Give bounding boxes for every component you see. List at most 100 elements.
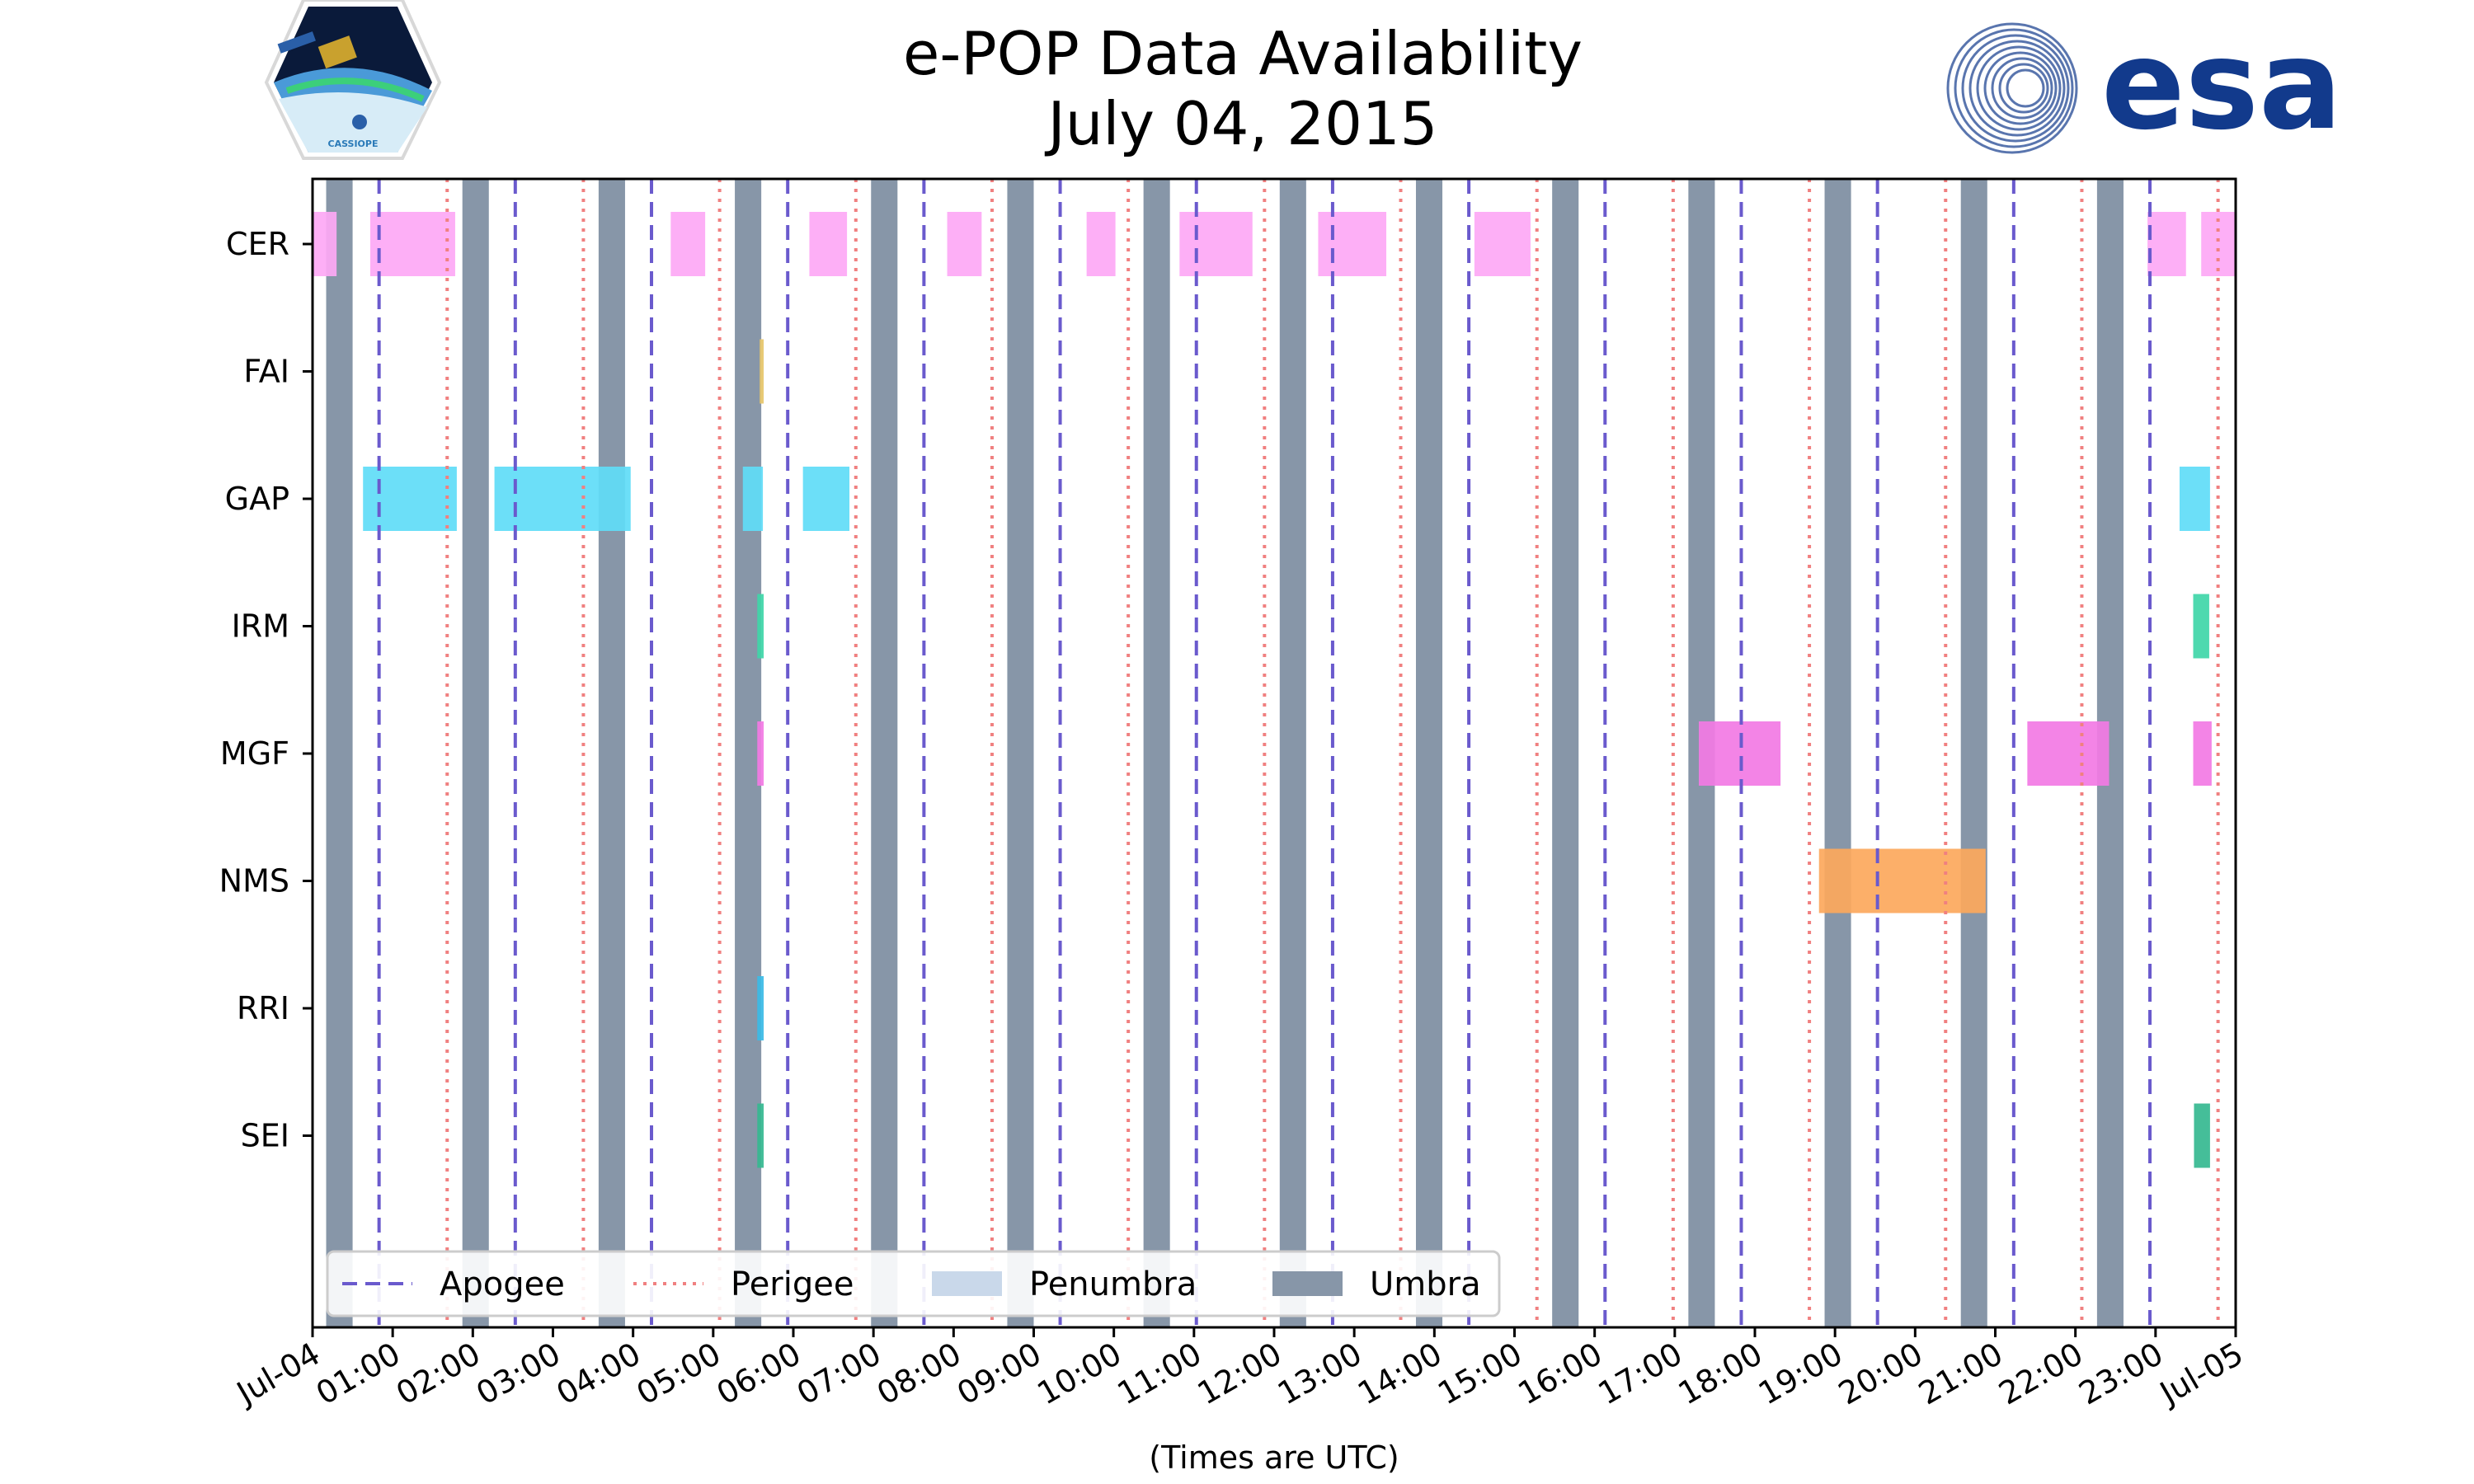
x-tick-label: 22:00 [1992,1336,2089,1412]
x-tick-label: 08:00 [871,1336,967,1412]
esa-swirl-ring [1968,40,2066,137]
esa-logo: esa [1946,14,2342,157]
availability-bar-mgf [1698,721,1781,786]
availability-bar-gap [742,467,764,531]
legend-swatch-umbra [1272,1271,1343,1296]
x-tick-label: 02:00 [390,1336,487,1412]
availability-bar-sei [2194,1103,2210,1168]
x-axis-ticks: Jul-0401:0002:0003:0004:0005:0006:0007:0… [229,1327,2250,1412]
esa-swirl-ring [1983,51,2058,125]
availability-bar-cer [1318,212,1387,276]
availability-bar-gap [363,467,457,531]
availability-bar-cer [947,212,982,276]
availability-bar-irm [757,594,764,659]
availability-bar-mgf [2027,721,2109,786]
esa-swirl-icon [1946,22,2078,154]
x-tick-label: 14:00 [1352,1336,1448,1412]
x-tick-label: 11:00 [1111,1336,1207,1412]
cassiope-logo-text: CASSIOPE [328,139,379,149]
x-tick-label: 03:00 [470,1336,567,1412]
availability-bar-cer [2201,212,2236,276]
cassiope-logo: CASSIOPE [264,0,442,160]
umbra-band [598,179,625,1327]
x-tick-label: Jul-04 [229,1336,326,1412]
umbra-band [1960,179,1987,1327]
x-tick-label: 15:00 [1432,1336,1528,1412]
x-tick-label: 18:00 [1672,1336,1769,1412]
availability-bar-gap [2179,467,2210,531]
plot-area: CER FAI GAP IRM MGF NMS RRI SEI Jul-0401:0002:0… [219,177,2250,1476]
x-tick-label: 01:00 [310,1336,407,1412]
y-tick-label-cer: CER [226,226,289,262]
availability-bar-mgf [2193,721,2212,786]
y-axis-ticks: CER FAI GAP IRM MGF NMS RRI SEI [219,226,313,1154]
legend-swatch-penumbra [932,1271,1002,1296]
legend-label-umbra: Umbra [1370,1266,1481,1303]
x-axis-label: (Times are UTC) [1149,1439,1399,1476]
x-tick-label: 13:00 [1272,1336,1368,1412]
esa-swirl-ring [1961,34,2070,143]
esa-swirl-ring [1976,45,2062,131]
x-tick-label: 09:00 [951,1336,1047,1412]
x-tick-label: 06:00 [711,1336,807,1412]
esa-logo-text: esa [2101,14,2342,157]
x-tick-label: 07:00 [791,1336,887,1412]
umbra-bands [326,179,2124,1327]
x-tick-label: 20:00 [1832,1336,1929,1412]
apogee-lines [377,179,2152,1327]
esa-swirl-ring [1991,57,2053,120]
legend-box [326,1250,1501,1317]
availability-bar-gap [802,467,850,531]
availability-bar-cer [2147,212,2186,276]
x-tick-label: 17:00 [1592,1336,1688,1412]
y-tick-label-nms: NMS [219,863,289,899]
y-tick-label-rri: RRI [237,990,289,1026]
availability-bar-cer [1474,212,1531,276]
legend: Apogee Perigee Penumbra Umbra [326,1250,1501,1317]
esa-swirl-ring [1998,63,2049,114]
legend-label-perigee: Perigee [731,1266,854,1303]
perigee-lines [445,179,2220,1327]
esa-swirl-ring [2006,68,2045,108]
umbra-band [1824,179,1851,1327]
availability-bar-sei [757,1103,764,1168]
availability-bar-nms [1818,848,1986,913]
availability-bar-cer [369,212,455,276]
x-tick-label: 23:00 [2072,1336,2169,1412]
umbra-band [1552,179,1579,1327]
y-tick-label-sei: SEI [241,1118,289,1154]
x-tick-label: 16:00 [1512,1336,1608,1412]
y-tick-label-fai: FAI [243,354,289,390]
y-tick-label-mgf: MGF [220,735,289,772]
availability-bar-fai [760,339,764,404]
x-tick-label: 12:00 [1192,1336,1288,1412]
esa-swirl-ring [1946,22,2078,154]
availability-bar-mgf [757,721,764,786]
umbra-band [1143,179,1170,1327]
availability-bar-cer [670,212,706,276]
umbra-band [462,179,489,1327]
legend-label-penumbra: Penumbra [1029,1266,1197,1303]
x-tick-label: 05:00 [630,1336,727,1412]
x-tick-label: 21:00 [1912,1336,2009,1412]
availability-bars [313,212,2236,1168]
umbra-band [871,179,898,1327]
legend-label-apogee: Apogee [440,1266,565,1303]
availability-bar-gap [494,467,631,531]
umbra-band [1415,179,1443,1327]
x-tick-label: 19:00 [1752,1336,1849,1412]
x-tick-label: 04:00 [550,1336,647,1412]
x-tick-label: Jul-05 [2152,1336,2249,1412]
availability-bar-irm [2193,594,2209,659]
umbra-band [1279,179,1306,1327]
esa-swirl-ring [1954,28,2074,148]
availability-bar-cer [809,212,848,276]
y-tick-label-gap: GAP [225,481,289,517]
y-tick-label-irm: IRM [232,608,289,645]
umbra-band [735,179,762,1327]
availability-bar-cer [1179,212,1253,276]
x-tick-label: 10:00 [1031,1336,1127,1412]
umbra-band [326,179,353,1327]
availability-bar-cer [313,212,337,276]
